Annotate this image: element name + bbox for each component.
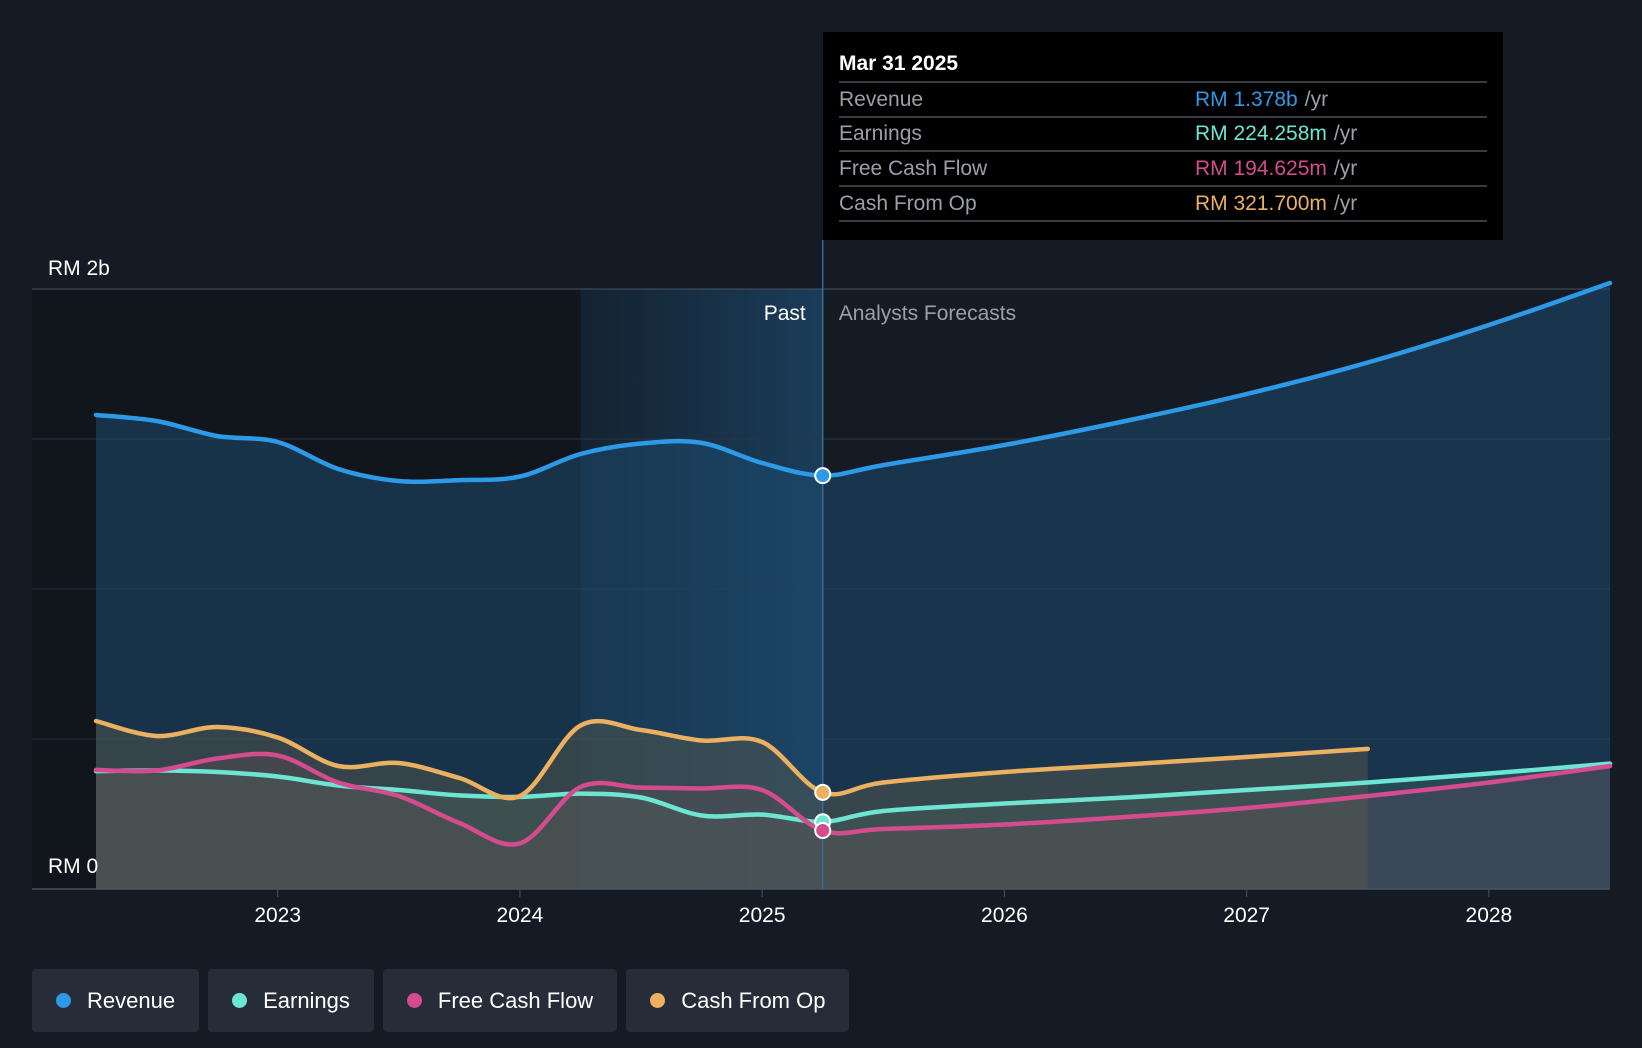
revenue-marker[interactable] — [814, 467, 832, 485]
x-tick-label: 2028 — [1466, 904, 1513, 927]
y-tick-label-bottom: RM 0 — [48, 855, 98, 878]
legend-label: Earnings — [263, 987, 350, 1013]
earnings-line — [93, 761, 1613, 825]
revenue-line — [93, 280, 1613, 484]
past-label: Past — [764, 302, 806, 325]
legend-item-revenue[interactable]: Revenue — [32, 969, 200, 1032]
earnings-area — [96, 763, 1610, 889]
legend-label: Revenue — [87, 987, 176, 1013]
tooltip-date: Mar 31 2025 — [839, 52, 958, 75]
legend-item-earnings[interactable]: Earnings — [208, 969, 374, 1032]
free-cash-flow-marker[interactable] — [814, 822, 832, 839]
tooltip-label: Earnings — [839, 122, 922, 145]
x-tick-label: 2027 — [1223, 904, 1270, 927]
tooltip-unit: /yr — [1334, 192, 1357, 215]
tooltip-value: RM 1.378b/yr — [1195, 88, 1328, 111]
x-tick-label: 2024 — [497, 904, 544, 927]
tooltip: Mar 31 2025 Revenue RM 1.378b/yr Earnings R… — [823, 32, 1503, 240]
tooltip-label: Free Cash Flow — [839, 157, 988, 180]
forecast-label: Analysts Forecasts — [839, 302, 1016, 325]
tooltip-value: RM 321.700m/yr — [1195, 192, 1357, 215]
legend-dot-icon — [232, 993, 248, 1008]
tooltip-value: RM 194.625m/yr — [1195, 157, 1357, 180]
tooltip-unit: /yr — [1334, 157, 1357, 180]
revenue-area — [96, 283, 1610, 889]
tooltip-label: Cash From Op — [839, 192, 977, 215]
tooltip-background — [823, 32, 1503, 240]
tooltip-unit: /yr — [1305, 88, 1328, 111]
x-tick-label: 2023 — [254, 904, 301, 927]
legend-item-free-cash-flow[interactable]: Free Cash Flow — [382, 969, 618, 1032]
x-tick-label: 2026 — [981, 904, 1028, 927]
cash-from-op-area — [96, 721, 1368, 889]
y-tick-label-top: RM 2b — [48, 257, 110, 280]
legend-dot-icon — [406, 993, 422, 1008]
tooltip-label: Revenue — [839, 88, 923, 111]
legend-label: Cash From Op — [681, 987, 826, 1013]
cash-from-op-marker[interactable] — [814, 783, 832, 801]
legend-dot-icon — [56, 993, 71, 1008]
legend: Revenue Earnings Free Cash Flow Cash From O… — [32, 969, 850, 1032]
tooltip-unit: /yr — [1334, 122, 1357, 145]
tooltip-value: RM 224.258m/yr — [1195, 122, 1357, 145]
free-cash-flow-line — [93, 751, 1613, 847]
x-tick-label: 2025 — [739, 904, 786, 927]
free-cash-flow-area — [96, 753, 1610, 889]
legend-dot-icon — [650, 993, 666, 1008]
legend-label: Free Cash Flow — [437, 987, 594, 1013]
legend-item-cash-from-op[interactable]: Cash From Op — [626, 969, 850, 1032]
cash-from-op-line — [93, 718, 1371, 801]
